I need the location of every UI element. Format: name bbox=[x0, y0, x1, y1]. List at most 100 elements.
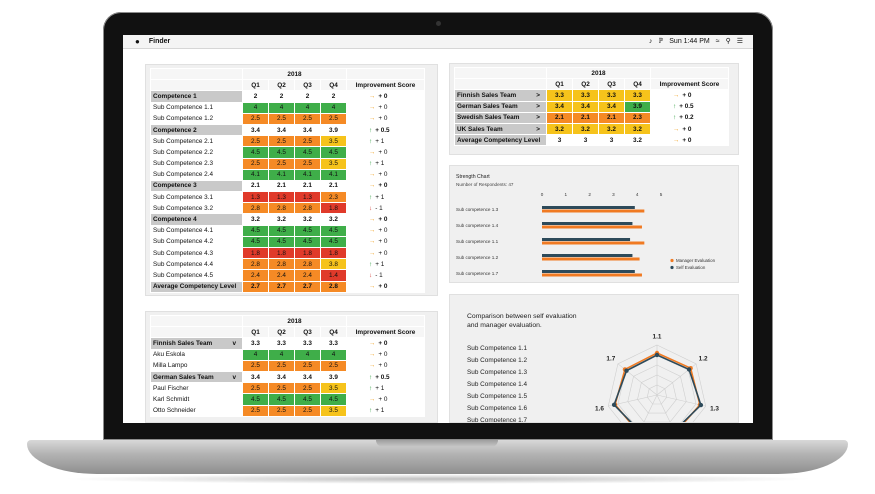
expand-caret-icon[interactable]: > bbox=[536, 91, 540, 99]
row-label[interactable]: Swedish Sales Team > bbox=[454, 111, 547, 124]
row-label[interactable]: Finnish Sales Team > bbox=[454, 89, 547, 102]
quarter-header: Q1 bbox=[242, 326, 269, 339]
radar-axis bbox=[656, 394, 706, 407]
row-name: Sub Competence 4.2 bbox=[153, 238, 214, 246]
group-row[interactable]: Finnish Sales Team >3.3 3.3 3.3 3.3 → + 0 bbox=[454, 89, 729, 102]
score-value: + 0 bbox=[378, 395, 388, 403]
row-name: Otto Schneider bbox=[153, 407, 196, 415]
app-name[interactable]: Finder bbox=[148, 38, 171, 45]
clock[interactable]: Sun 1:44 PM bbox=[669, 37, 710, 45]
row-label[interactable]: UK Sales Team > bbox=[454, 122, 547, 136]
improvement-score: ↑ + 1 bbox=[346, 258, 425, 271]
quarter-value: 2.5 bbox=[242, 359, 269, 372]
group-row[interactable]: Finnish Sales Team v 3.3 3.3 3.3 3.3 → + 0 bbox=[150, 337, 425, 350]
quarter-value: 3.4 bbox=[242, 123, 269, 137]
chart-title-line1: Comparison between self evaluation bbox=[467, 313, 577, 320]
wifi-icon[interactable]: ≈ bbox=[715, 37, 720, 45]
score-value: + 0 bbox=[378, 182, 388, 190]
quarter-value: 2.5 bbox=[268, 404, 295, 417]
quarter-value: 2.5 bbox=[268, 157, 295, 170]
list-icon[interactable]: ☰ bbox=[736, 38, 743, 45]
row-name: UK Sales Team bbox=[457, 125, 503, 133]
legend-list-item: Sub Competence 1.5 bbox=[467, 393, 527, 400]
menu-bar: ● Finder ♪ ℙ Sun 1:44 PM ≈ ⚲ ☰ bbox=[123, 35, 753, 49]
arrow-up-icon: ↑ bbox=[369, 260, 373, 268]
bar bbox=[542, 225, 642, 229]
score-value: + 0.5 bbox=[679, 103, 694, 111]
score-value: + 0 bbox=[378, 171, 388, 179]
row-label[interactable]: Finnish Sales Team v bbox=[150, 337, 243, 350]
quarter-value: 2.5 bbox=[320, 359, 347, 372]
expand-caret-icon[interactable]: > bbox=[536, 103, 540, 111]
bar bbox=[542, 238, 631, 241]
quarter-value: 2.1 bbox=[572, 111, 599, 124]
arrow-down-icon: ↓ bbox=[369, 271, 373, 279]
apple-icon[interactable]: ● bbox=[135, 37, 140, 46]
row-label: Sub Competence 2.3 bbox=[150, 157, 243, 170]
score-value: + 0 bbox=[378, 216, 388, 224]
arrow-right-icon: → bbox=[369, 362, 376, 370]
row-label: Aku Eskola bbox=[150, 348, 243, 361]
quarter-value: 3.3 bbox=[572, 89, 599, 102]
arrow-right-icon: → bbox=[369, 395, 376, 403]
radar-grid-ring bbox=[627, 364, 687, 422]
quarter-value: 3.2 bbox=[294, 213, 321, 226]
quarter-value: 3.2 bbox=[546, 122, 573, 136]
group-row[interactable]: German Sales Team >3.4 3.4 3.4 3.9 ↑ + 0.5 bbox=[454, 100, 729, 113]
year-header: 2018 bbox=[546, 66, 651, 80]
arrow-right-icon: → bbox=[369, 171, 376, 179]
quarter-value: 2.1 bbox=[294, 179, 321, 193]
quarter-value: 4 bbox=[294, 348, 321, 361]
search-icon[interactable]: ⚲ bbox=[725, 38, 731, 45]
laptop-shadow bbox=[60, 474, 815, 484]
quarter-value: 3.4 bbox=[268, 123, 295, 137]
group-row: Competence 4 3.2 3.2 3.2 3.2 → + 0 bbox=[150, 213, 425, 226]
group-row[interactable]: UK Sales Team >3.2 3.2 3.2 3.2 → + 0 bbox=[454, 122, 729, 136]
row-label[interactable]: German Sales Team > bbox=[454, 100, 547, 113]
row-label: Sub Competence 3.1 bbox=[150, 191, 243, 204]
expand-caret-icon[interactable]: > bbox=[536, 114, 540, 122]
radar-axis-label: 1.1 bbox=[653, 334, 662, 341]
category-label: Sub competence 1.4 bbox=[456, 223, 499, 228]
table-row: Milla Lampo 2.5 2.5 2.5 2.5 → + 0 bbox=[150, 359, 425, 372]
group-row[interactable]: Swedish Sales Team >2.1 2.1 2.1 2.3 ↑ + 0.2 bbox=[454, 111, 729, 124]
quarter-value: 3.3 bbox=[242, 337, 269, 350]
score-value: + 0 bbox=[378, 115, 388, 123]
row-label[interactable]: German Sales Team v bbox=[150, 370, 243, 384]
group-row[interactable]: German Sales Team v 3.4 3.4 3.4 3.9 ↑ + 0.5 bbox=[150, 370, 425, 384]
quarter-value: 4.5 bbox=[268, 224, 295, 237]
row-label: Sub Competence 4.4 bbox=[150, 258, 243, 271]
arrow-right-icon: → bbox=[369, 216, 376, 224]
x-tick-label: 1 bbox=[565, 192, 568, 197]
strength-chart-panel: Strength Chart Number of Respondents: 47 0… bbox=[449, 165, 739, 283]
arrow-right-icon: → bbox=[673, 125, 680, 133]
quarter-header: Q2 bbox=[268, 79, 295, 92]
quarter-value: 2.3 bbox=[320, 191, 347, 204]
laptop-notch bbox=[376, 440, 498, 447]
volume-icon[interactable]: ♪ bbox=[648, 37, 653, 45]
expand-caret-icon[interactable]: v bbox=[232, 339, 236, 347]
quarter-value: 1.3 bbox=[294, 191, 321, 204]
quarter-value: 3.4 bbox=[546, 100, 573, 113]
radar-grid-ring bbox=[637, 374, 677, 414]
improvement-score: → + 0 bbox=[346, 112, 425, 125]
score-value: + 0 bbox=[378, 104, 388, 112]
x-tick-label: 5 bbox=[660, 192, 663, 197]
improvement-header: Improvement Score bbox=[346, 326, 425, 339]
quarter-value: 3.2 bbox=[624, 122, 651, 136]
quarter-value: 2.5 bbox=[294, 135, 321, 148]
quarter-value: 1.8 bbox=[268, 246, 295, 260]
score-value: + 0.2 bbox=[679, 114, 694, 122]
bluetooth-icon[interactable]: ℙ bbox=[658, 38, 664, 45]
expand-caret-icon[interactable]: > bbox=[536, 125, 540, 133]
row-name: Sub Competence 4.4 bbox=[153, 260, 214, 268]
team-panel: 2018 Q1 Q2 Q3 Q4 Improvement Score Finnish Sal… bbox=[449, 63, 739, 155]
score-value: + 0 bbox=[378, 362, 388, 370]
improvement-score: → + 0 bbox=[346, 348, 425, 361]
radar-point bbox=[654, 352, 660, 358]
quarter-value: 4.5 bbox=[242, 224, 269, 237]
category-label: Sub competence 1.1 bbox=[456, 239, 499, 244]
expand-caret-icon[interactable]: v bbox=[232, 373, 236, 381]
quarter-value: 4.5 bbox=[242, 146, 269, 159]
quarter-header: Q3 bbox=[294, 326, 321, 339]
